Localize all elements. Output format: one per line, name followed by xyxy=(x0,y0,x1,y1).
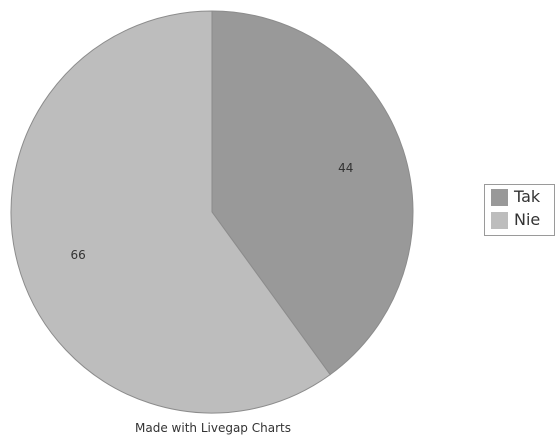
data-label-nie: 66 xyxy=(71,248,86,262)
legend-label-nie: Nie xyxy=(514,210,541,229)
pie-slice-nie[interactable] xyxy=(10,10,331,414)
legend-label-tak: Tak xyxy=(514,187,541,206)
legend-swatch-nie xyxy=(491,212,508,229)
pie-slice-tak[interactable] xyxy=(211,10,414,376)
data-label-tak: 44 xyxy=(338,161,353,175)
legend: Tak Nie xyxy=(484,184,555,236)
legend-swatch-tak xyxy=(491,189,508,206)
credit-text: Made with Livegap Charts xyxy=(135,421,291,435)
